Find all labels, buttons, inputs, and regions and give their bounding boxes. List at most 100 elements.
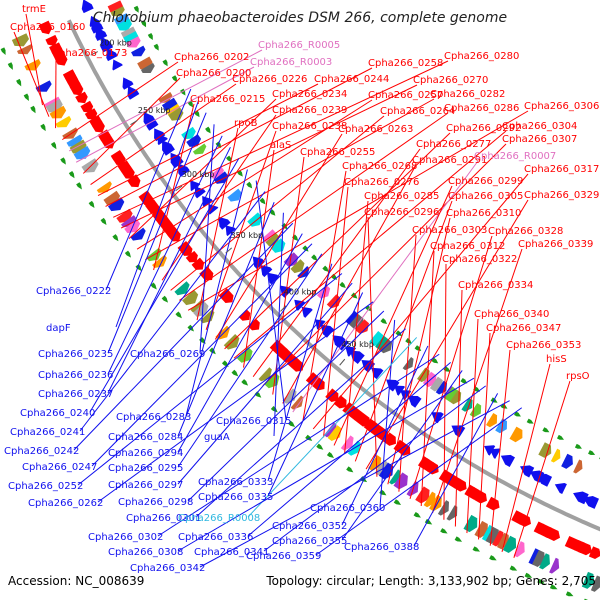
reverse-gene-label: Cpha266_0295 <box>108 463 183 474</box>
green-marker <box>473 546 480 551</box>
reverse-gene-label: Cpha266_0388 <box>344 542 419 553</box>
reverse-gene-label: Cpha266_0241 <box>10 427 85 438</box>
green-marker <box>542 427 549 432</box>
reverse-label-leader <box>108 113 206 353</box>
forward-gene-label: Cpha266_0244 <box>314 74 389 85</box>
cog-block <box>62 127 78 138</box>
reverse-gene-label: Cpha266_0302 <box>88 532 163 543</box>
reverse-gene-label: Cpha266_0283 <box>116 412 191 423</box>
forward-gene-label: alaS <box>270 140 291 151</box>
green-marker <box>380 318 387 324</box>
reverse-gene-label: Cpha266_0237 <box>38 389 113 400</box>
green-marker <box>246 182 252 189</box>
forward-gene-label: Cpha266_0328 <box>488 226 563 237</box>
forward-gene-label: Cpha266_0317 <box>524 164 599 175</box>
forward-gene-label: Cpha266_0299 <box>448 176 523 187</box>
green-marker <box>125 251 131 258</box>
reverse-gene-label: Cpha266_0269 <box>130 349 205 360</box>
forward-gene-label: Cpha266_0202 <box>174 52 249 63</box>
green-marker <box>51 142 57 149</box>
green-marker <box>379 490 386 496</box>
green-marker <box>346 466 353 472</box>
reverse-gene-label: Cpha266_0360 <box>310 503 385 514</box>
reverse-gene-label: Cpha266_0284 <box>108 432 183 443</box>
green-marker <box>40 124 45 131</box>
green-marker <box>16 79 21 86</box>
cog-block <box>561 454 573 469</box>
green-marker <box>69 171 75 178</box>
forward-gene-label: Cpha266_0303 <box>412 225 487 236</box>
cog-block <box>24 59 40 70</box>
forward-gene-label: Cpha266_0329 <box>524 190 599 201</box>
green-marker <box>175 311 181 318</box>
reverse-gene-arrow <box>127 86 139 100</box>
forward-gene-label: Cpha266_0334 <box>458 280 533 291</box>
forward-gene-label: Cpha266_0226 <box>232 74 307 85</box>
forward-gene-label: Cpha266_0239 <box>272 105 347 116</box>
reverse-gene-label: Cpha266_0222 <box>36 286 111 297</box>
ruler-tick-label: 400 kbp <box>284 287 317 296</box>
forward-gene-label: Cpha266_0322 <box>442 254 517 265</box>
forward-gene-label: Cpha266_0280 <box>444 51 519 62</box>
reverse-gene-label: Cpha266_0355 <box>272 536 347 547</box>
ruler-tick-label: 350 kbp <box>231 231 264 240</box>
forward-gene-label: Cpha266_0339 <box>518 239 593 250</box>
forward-gene-label: hisS <box>546 354 567 365</box>
reverse-gene-label: Cpha266_0247 <box>22 462 97 473</box>
cog-block <box>538 442 551 458</box>
green-marker <box>162 59 167 66</box>
green-marker <box>316 444 323 450</box>
green-marker <box>60 157 66 164</box>
cog-block <box>486 413 497 427</box>
forward-gene-label: Cpha266_0310 <box>446 208 521 219</box>
genome-summary-text: Topology: circular; Length: 3,133,902 bp… <box>266 574 596 588</box>
green-marker <box>557 435 564 440</box>
cog-block <box>551 449 560 463</box>
ruler-tick <box>226 248 232 253</box>
ruler-tick-label: 200 kbp <box>99 38 132 47</box>
green-marker <box>271 406 278 412</box>
forward-gene-label: Cpha266_0304 <box>502 121 577 132</box>
green-marker <box>394 499 401 505</box>
cog-block <box>573 460 582 474</box>
green-marker <box>148 33 153 40</box>
reverse-gene-label: Cpha266_0240 <box>20 408 95 419</box>
reverse-gene-arrow <box>555 483 567 494</box>
forward-gene-label: Cpha266_0306 <box>524 101 599 112</box>
green-marker <box>154 44 159 51</box>
green-marker <box>327 452 334 458</box>
cog-block <box>549 558 559 574</box>
forward-gene-label: Cpha266_0238 <box>272 121 347 132</box>
green-marker <box>510 566 518 571</box>
cog-block <box>327 294 341 308</box>
forward-gene-arrow <box>219 288 234 303</box>
forward-gene-label: Cpha266_R0003 <box>250 57 332 68</box>
reverse-gene-label: Cpha266_0352 <box>272 521 347 532</box>
green-marker <box>24 94 29 101</box>
green-marker <box>101 218 107 225</box>
green-marker <box>339 282 345 288</box>
accession-text: Accession: NC_008639 <box>8 574 144 588</box>
cog-block <box>97 181 112 193</box>
forward-gene-label: Cpha266_0258 <box>368 58 443 69</box>
green-marker <box>566 591 574 596</box>
reverse-gene-label: Cpha266_0315 <box>216 416 291 427</box>
forward-label-leader <box>479 333 490 539</box>
forward-gene-label: Cpha266_0234 <box>272 89 347 100</box>
forward-gene-label: rpsO <box>566 371 590 382</box>
reverse-gene-arrow <box>583 496 599 509</box>
forward-gene-label: Cpha266_0268 <box>342 161 417 172</box>
green-marker <box>588 450 595 455</box>
cog-block <box>341 435 354 450</box>
forward-gene-label: Cpha266_0270 <box>413 75 488 86</box>
green-marker <box>8 62 13 70</box>
reverse-gene-label: Cpha266_0297 <box>108 480 183 491</box>
forward-gene-label: Cpha266_0286 <box>444 103 519 114</box>
forward-gene-label: Cpha266_0276 <box>344 177 419 188</box>
reverse-gene-label: Cpha266_0308 <box>108 547 183 558</box>
ruler-tick-label: 300 kbp <box>182 170 215 179</box>
green-marker <box>222 360 229 367</box>
forward-gene-label: Cpha266_0173 <box>52 48 127 59</box>
green-marker <box>440 528 447 533</box>
reverse-gene-label: Cpha266_0262 <box>28 498 103 509</box>
